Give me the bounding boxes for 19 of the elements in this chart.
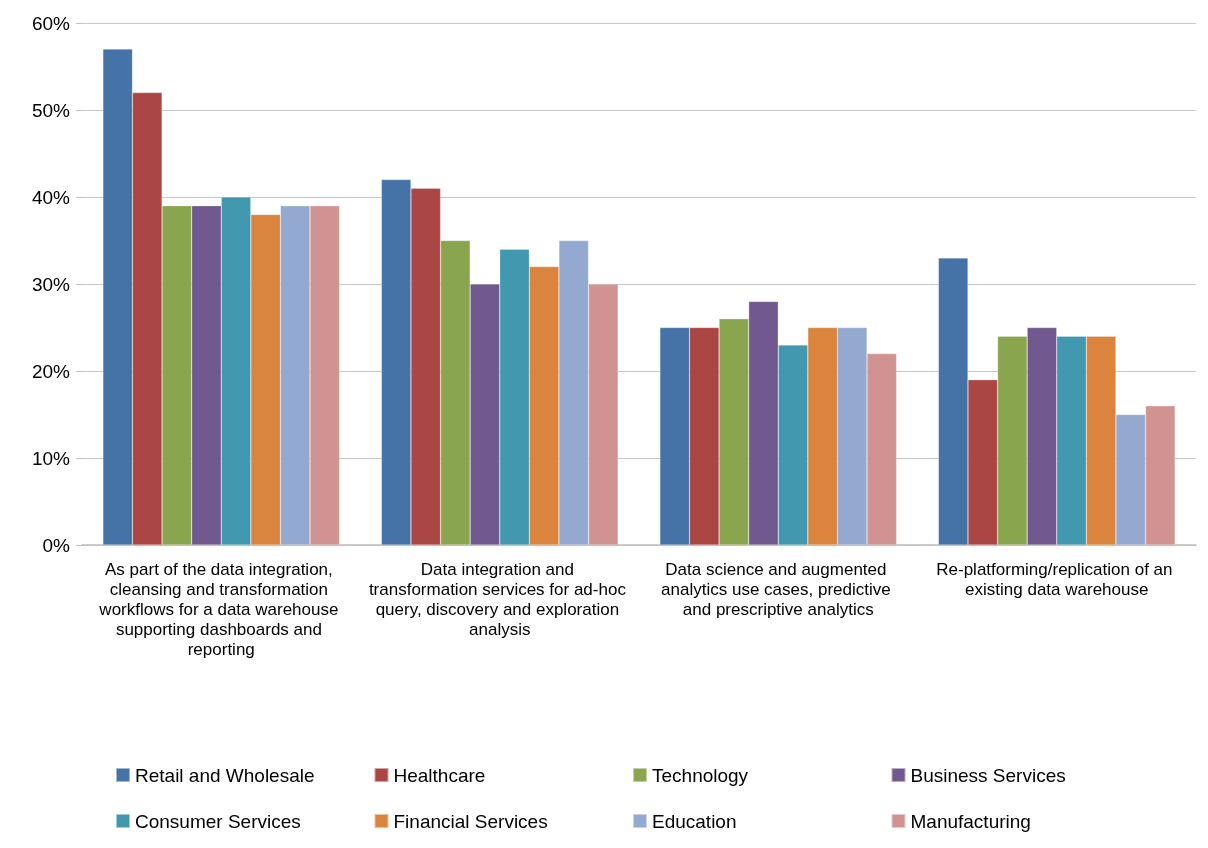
legend-label: Technology bbox=[652, 764, 749, 786]
x-tick-label: Data integration and transformation services for ad-hoc query, discovery and exploration analysis bbox=[368, 559, 631, 639]
legend-label: Healthcare bbox=[393, 764, 486, 786]
y-tick-label: 40% bbox=[31, 186, 71, 208]
y-tick-label: 60% bbox=[31, 12, 71, 34]
legend-label: Financial Services bbox=[393, 810, 548, 832]
y-tick-label: 30% bbox=[31, 273, 71, 295]
legend-label: Retail and Wholesale bbox=[135, 764, 315, 786]
legend-label: Manufacturing bbox=[910, 810, 1031, 832]
legend-label: Business Services bbox=[910, 764, 1066, 786]
x-tick-label: As part of the data integration, cleansing and transformation workflows for a data warehouse supporting dashboards and reporting bbox=[98, 559, 344, 659]
x-tick-label: Re-platforming/replication of an existing data warehouse bbox=[936, 559, 1178, 599]
legend-label: Consumer Services bbox=[135, 810, 301, 832]
y-tick-label: 10% bbox=[31, 447, 71, 469]
y-tick-label: 0% bbox=[42, 534, 71, 556]
legend-label: Education bbox=[652, 810, 737, 832]
y-tick-label: 20% bbox=[31, 360, 71, 382]
x-tick-label: Data science and augmented analytics use cases, predictive and prescriptive analytics bbox=[661, 559, 896, 619]
y-tick-label: 50% bbox=[31, 99, 71, 121]
